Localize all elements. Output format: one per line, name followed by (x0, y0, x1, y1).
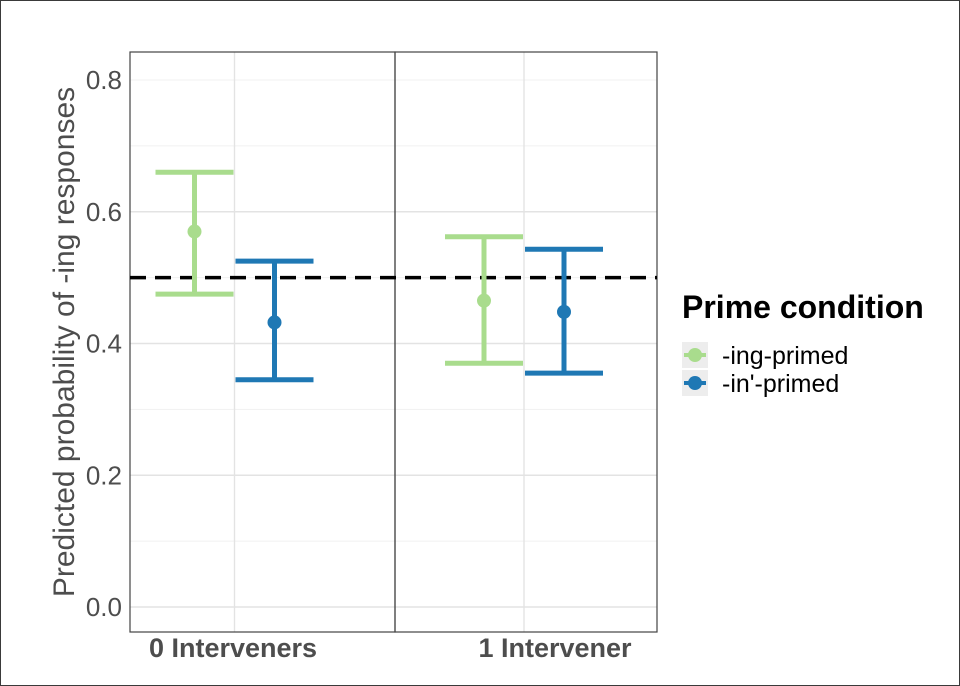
point-estimate (557, 304, 571, 319)
grid-layer (130, 52, 657, 632)
errorbar-ing-primed (445, 234, 523, 366)
y-tick-label: 0.6 (86, 197, 122, 227)
legend-item: -in'-primed (682, 370, 839, 398)
errorbar-ing-primed (155, 169, 234, 297)
category-labels: 0 Interveners 1 Intervener (149, 633, 632, 663)
y-tick-labels: 0.0 0.2 0.4 0.6 0.8 (86, 65, 122, 622)
legend-key-point (688, 348, 702, 362)
y-tick-label: 0.2 (86, 460, 122, 490)
y-tick-label: 0.0 (86, 592, 122, 622)
legend-title: Prime condition (682, 289, 924, 325)
legend: -ing-primed-in'-primed (682, 342, 848, 398)
errorbar-in-primed (525, 246, 603, 376)
category-label: 0 Interveners (149, 633, 317, 663)
y-tick-label: 0.4 (86, 329, 122, 359)
panels-layer (129, 51, 658, 633)
point-estimate (477, 293, 491, 308)
legend-item: -ing-primed (682, 342, 848, 370)
legend-label: -ing-primed (722, 342, 848, 370)
y-axis-label: Predicted probability of -ing responses (48, 87, 81, 597)
point-estimate (187, 224, 202, 239)
legend-label: -in'-primed (722, 370, 839, 398)
category-label: 1 Intervener (478, 633, 632, 663)
panel-border (129, 51, 396, 633)
legend-key-point (688, 376, 702, 390)
point-estimate (267, 315, 282, 330)
y-tick-label: 0.8 (86, 65, 122, 95)
errorbar-in-primed (235, 258, 314, 383)
marks-layer (155, 169, 603, 383)
panel-border (394, 51, 658, 633)
